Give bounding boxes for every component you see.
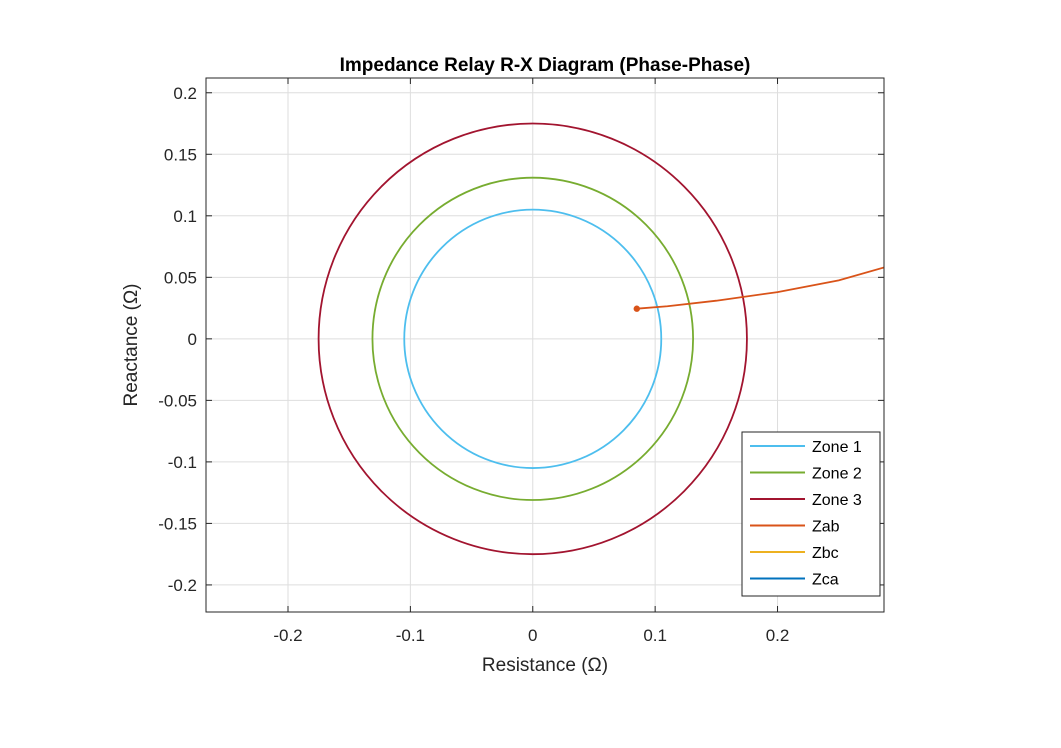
- zab-start-marker: [633, 305, 640, 312]
- y-tick-label: -0.15: [158, 514, 197, 533]
- y-tick-label: 0.2: [173, 84, 197, 103]
- x-tick-label: -0.1: [396, 626, 425, 645]
- chart-title: Impedance Relay R-X Diagram (Phase-Phase…: [340, 55, 751, 76]
- x-axis-label: Resistance (Ω): [482, 655, 608, 676]
- y-axis-label: Reactance (Ω): [121, 284, 142, 407]
- x-tick-label: 0.2: [766, 626, 790, 645]
- legend: Zone 1 Zone 2 Zone 3 Zab Zbc Zca: [741, 431, 881, 597]
- x-tick-label: -0.2: [273, 626, 302, 645]
- plot-series: [317, 122, 884, 556]
- x-tick-label: 0.1: [643, 626, 667, 645]
- legend-label: Zone 1: [812, 439, 862, 456]
- axes-box: [205, 77, 885, 613]
- zone-3-circle: [317, 122, 748, 556]
- grid-lines: [206, 78, 884, 612]
- legend-label: Zab: [812, 519, 840, 536]
- zab-trajectory: [636, 266, 884, 310]
- axis-ticks: -0.2 -0.1 0 0.1 0.2 -0.2 -0.15 -0.1 -0.05 0 0.05 0.…: [158, 78, 884, 645]
- y-tick-label: 0.15: [164, 145, 197, 164]
- zone-2-circle: [371, 176, 694, 501]
- legend-label: Zone 3: [812, 492, 862, 509]
- y-tick-label: 0: [188, 330, 197, 349]
- y-tick-label: -0.05: [158, 391, 197, 410]
- legend-box: [741, 431, 881, 597]
- legend-label: Zone 2: [812, 466, 862, 483]
- y-tick-label: -0.1: [168, 453, 197, 472]
- legend-label: Zca: [812, 572, 839, 589]
- y-tick-label: 0.05: [164, 268, 197, 287]
- y-tick-label: 0.1: [173, 207, 197, 226]
- y-tick-label: -0.2: [168, 576, 197, 595]
- x-tick-label: 0: [528, 626, 537, 645]
- zone-1-circle: [403, 208, 663, 469]
- legend-label: Zbc: [812, 545, 839, 562]
